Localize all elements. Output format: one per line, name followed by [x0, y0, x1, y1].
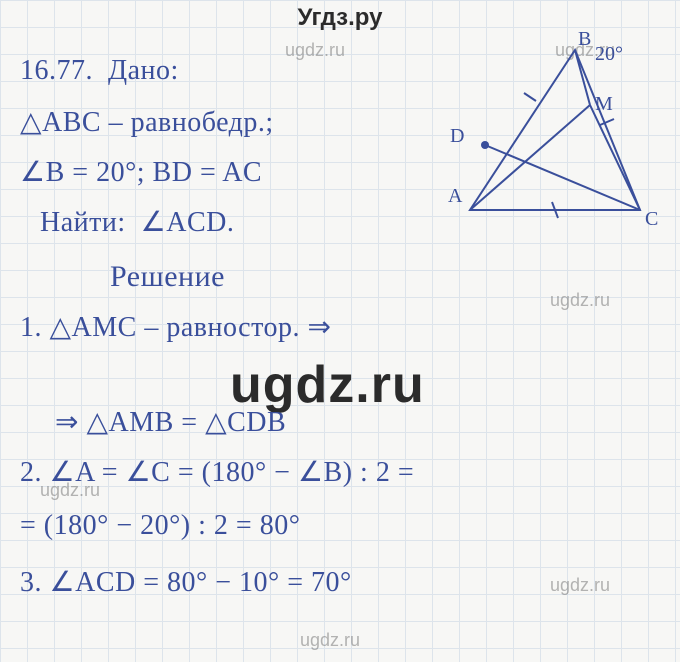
step-1b: ⇒ △AMB = △CDB — [55, 405, 286, 439]
given-line-2: ∠B = 20°; BD = AC — [20, 155, 262, 189]
segment-bm — [575, 50, 590, 105]
watermark: ugdz.ru — [300, 630, 360, 651]
given-label: Дано: — [108, 55, 179, 86]
triangle-abc — [470, 50, 640, 210]
label-a: A — [448, 185, 463, 207]
solution-label: Решение — [110, 260, 225, 294]
watermark: ugdz.ru — [550, 290, 610, 311]
label-c: C — [645, 208, 658, 230]
label-d: D — [450, 125, 464, 147]
problem-number: 16.77. Дано: — [20, 55, 179, 87]
step-1a: 1. △AMC – равностор. ⇒ — [20, 310, 331, 344]
step-2a: 2. ∠A = ∠C = (180° − ∠B) : 2 = — [20, 455, 414, 489]
triangle-diagram: B 20° M D A C — [430, 30, 680, 250]
find-line: Найти: ∠ACD. — [40, 205, 234, 239]
step-3: 3. ∠ACD = 80° − 10° = 70° — [20, 565, 352, 599]
num-text: 16.77. — [20, 55, 93, 86]
point-d-dot — [481, 141, 489, 149]
label-b: B — [578, 30, 591, 50]
step-2b: = (180° − 20°) : 2 = 80° — [20, 510, 300, 542]
find-label: Найти: — [40, 207, 126, 238]
find-value: ∠ACD. — [141, 207, 235, 238]
segment-am — [470, 105, 590, 210]
watermark: ugdz.ru — [550, 575, 610, 596]
page-content: Угдз.ру ugdz.ru ugdz.ru ugdz.ru ugdz.ru … — [0, 0, 680, 662]
given-line-1: △ABC – равнобедр.; — [20, 105, 274, 139]
tick-bm — [600, 119, 614, 125]
label-angle-20: 20° — [595, 43, 623, 65]
label-m: M — [595, 93, 613, 115]
segment-cm — [590, 105, 640, 210]
tick-bd — [524, 93, 536, 101]
watermark: ugdz.ru — [285, 40, 345, 61]
site-header: Угдз.ру — [0, 4, 680, 32]
